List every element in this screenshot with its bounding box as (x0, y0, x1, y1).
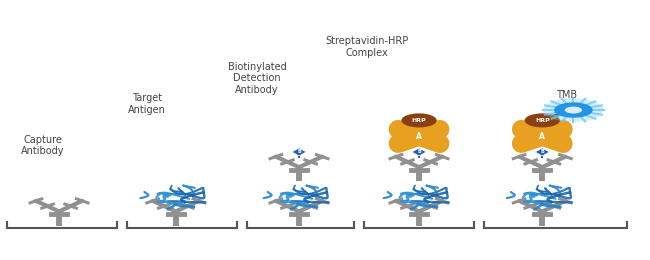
Text: B: B (540, 150, 544, 154)
Text: Capture
Antibody: Capture Antibody (21, 135, 64, 156)
Text: HRP: HRP (535, 118, 550, 123)
Circle shape (565, 107, 582, 114)
Text: HRP: HRP (411, 118, 426, 123)
Text: B: B (417, 150, 421, 154)
Polygon shape (535, 148, 549, 156)
Text: A: A (416, 132, 422, 141)
Text: TMB: TMB (556, 90, 577, 100)
Text: B: B (297, 150, 301, 154)
Circle shape (543, 98, 603, 122)
Polygon shape (292, 148, 306, 156)
Polygon shape (412, 148, 426, 156)
Circle shape (554, 102, 593, 118)
Circle shape (525, 113, 560, 127)
Circle shape (402, 113, 437, 127)
Text: Streptavidin-HRP
Complex: Streptavidin-HRP Complex (326, 36, 409, 58)
Text: Target
Antigen: Target Antigen (127, 93, 166, 115)
Text: Biotinylated
Detection
Antibody: Biotinylated Detection Antibody (227, 62, 286, 95)
Text: A: A (540, 132, 545, 141)
